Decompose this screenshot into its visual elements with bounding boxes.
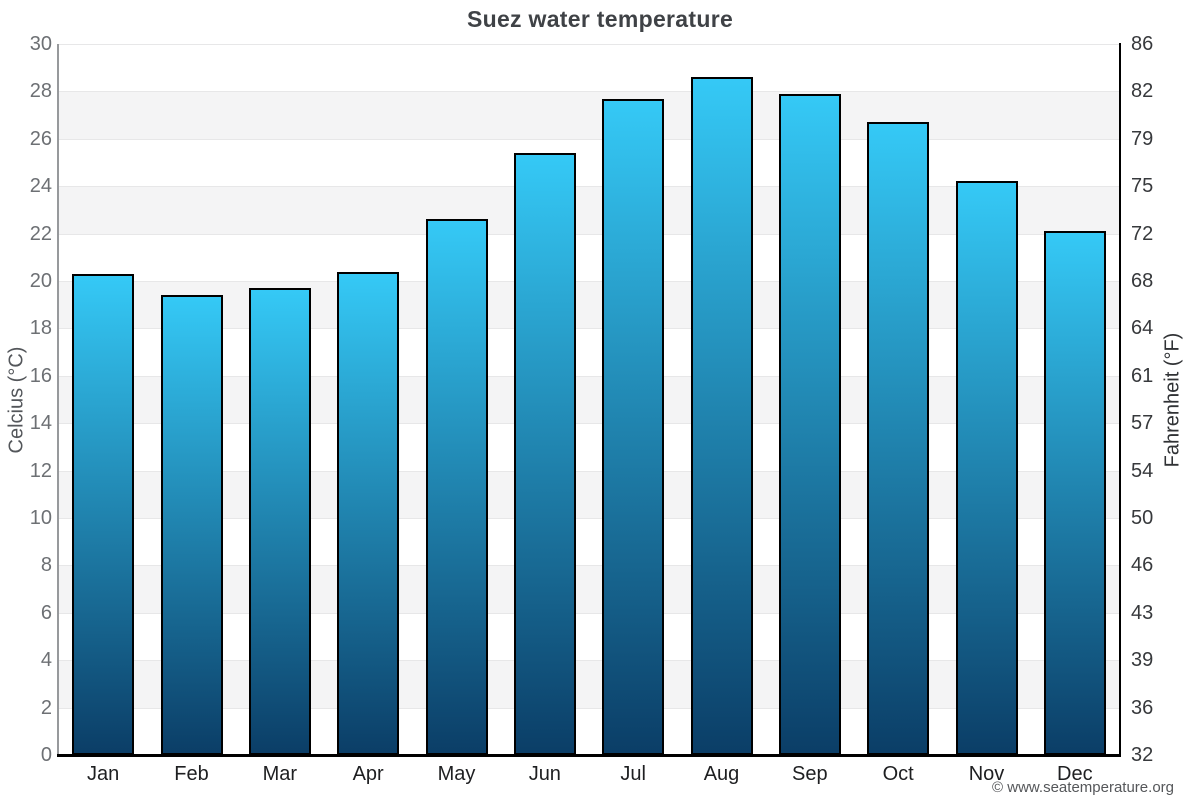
- y-tick-label-fahrenheit: 54: [1131, 459, 1154, 482]
- y-tick-label-fahrenheit: 57: [1131, 412, 1154, 435]
- y-tick-label-celsius: 12: [29, 459, 52, 482]
- y-tick-label-fahrenheit: 79: [1131, 127, 1154, 150]
- y-tick-label-celsius: 28: [29, 80, 52, 103]
- gridline: [59, 233, 1119, 235]
- bar-dec: [1043, 231, 1106, 755]
- bar-nov: [955, 181, 1018, 755]
- y-tick-label-celsius: 8: [40, 554, 52, 577]
- y-tick-label-fahrenheit: 82: [1131, 80, 1154, 103]
- y-tick-label-fahrenheit: 43: [1131, 601, 1154, 624]
- y-tick-label-celsius: 10: [29, 507, 52, 529]
- x-tick-label-nov: Nov: [968, 763, 1005, 785]
- bar-mar: [248, 288, 311, 755]
- bar-aug: [690, 77, 753, 755]
- y-tick-label-fahrenheit: 72: [1131, 222, 1154, 245]
- gridline: [59, 707, 1119, 709]
- x-tick-label-dec: Dec: [1057, 763, 1093, 785]
- bar-may: [425, 219, 488, 755]
- y-tick-label-celsius: 26: [29, 127, 52, 150]
- x-tick-label-aug: Aug: [703, 763, 740, 785]
- grid-band: [59, 91, 1119, 139]
- bar-jul: [602, 98, 665, 755]
- gridline: [59, 565, 1119, 567]
- y-tick-label-fahrenheit: 68: [1131, 270, 1154, 292]
- y-tick-label-celsius: 22: [29, 222, 52, 245]
- x-tick-label-oct: Oct: [882, 763, 914, 785]
- gridline: [59, 281, 1119, 282]
- y-axis-left-line: [57, 44, 59, 755]
- copyright-footer: © www.seatemperature.org: [992, 779, 1174, 796]
- y-tick-label-fahrenheit: 75: [1131, 175, 1154, 198]
- x-tick-label-jun: Jun: [528, 763, 561, 785]
- y-axis-left-ticks: 30 28 26 24 22 20 18 16 14 12 10 8 6 4 2 0: [0, 0, 52, 800]
- gridline: [59, 44, 1119, 45]
- y-tick-label-celsius: 24: [29, 175, 52, 198]
- x-tick-label-mar: Mar: [262, 763, 298, 785]
- gridline: [59, 186, 1119, 188]
- chart-title: Suez water temperature: [466, 6, 734, 32]
- y-tick-label-celsius: 2: [40, 696, 52, 719]
- gridline: [59, 328, 1119, 330]
- x-tick-label-sep: Sep: [792, 763, 828, 785]
- y-tick-label-fahrenheit: 61: [1131, 364, 1154, 387]
- y-tick-label-fahrenheit: 39: [1131, 649, 1154, 672]
- grid-band: [59, 375, 1119, 424]
- bar-feb: [160, 295, 223, 755]
- grid-band: [59, 660, 1119, 708]
- bar-jun: [513, 153, 576, 755]
- y-tick-label-fahrenheit: 32: [1131, 744, 1154, 766]
- plot-area: [59, 44, 1119, 755]
- gridline: [59, 138, 1119, 140]
- x-axis-labels: Jan Feb Mar Apr May Jun Jul Aug Sep Oct Nov Dec: [0, 762, 1200, 788]
- grid-band: [59, 186, 1119, 234]
- y-tick-label-celsius: 20: [29, 270, 52, 292]
- grid-band: [59, 470, 1119, 518]
- y-tick-label-celsius: 14: [29, 412, 52, 435]
- gridline: [59, 423, 1119, 425]
- y-tick-label-celsius: 18: [29, 317, 52, 340]
- y-tick-label-celsius: 6: [40, 601, 52, 624]
- grid-band: [59, 281, 1119, 329]
- y-tick-label-fahrenheit: 50: [1131, 507, 1154, 529]
- x-tick-label-jan: Jan: [87, 763, 120, 785]
- x-tick-label-jul: Jul: [620, 763, 646, 785]
- gridline: [59, 518, 1119, 519]
- gridline: [59, 91, 1119, 93]
- gridline: [59, 612, 1119, 614]
- x-axis-line: [57, 754, 1121, 757]
- y-tick-label-celsius: 0: [40, 744, 52, 766]
- bar-jan: [72, 273, 135, 755]
- y-tick-label-fahrenheit: 64: [1131, 317, 1154, 340]
- y-tick-label-celsius: 4: [40, 649, 52, 672]
- y-axis-right-ticks: 86 82 79 75 72 68 64 61 57 54 50 46 43 39 36 32: [1131, 0, 1191, 800]
- y-tick-label-fahrenheit: 86: [1131, 33, 1154, 55]
- grid-band: [59, 565, 1119, 613]
- y-axis-left-title: Celcius (°C): [5, 346, 28, 454]
- x-tick-label-may: May: [437, 763, 476, 785]
- x-tick-label-apr: Apr: [352, 763, 384, 785]
- y-tick-label-fahrenheit: 46: [1131, 554, 1154, 577]
- gridline: [59, 660, 1119, 662]
- bar-sep: [778, 93, 841, 755]
- y-tick-label-fahrenheit: 36: [1131, 696, 1154, 719]
- bar-apr: [337, 271, 400, 755]
- y-axis-right-title: Fahrenheit (°F): [1161, 332, 1184, 468]
- x-tick-label-feb: Feb: [174, 763, 209, 785]
- y-tick-label-celsius: 30: [29, 33, 52, 55]
- bar-oct: [867, 122, 930, 755]
- y-axis-right-line: [1119, 43, 1121, 755]
- gridline: [59, 470, 1119, 472]
- gridline: [59, 375, 1119, 377]
- y-tick-label-celsius: 16: [29, 364, 52, 387]
